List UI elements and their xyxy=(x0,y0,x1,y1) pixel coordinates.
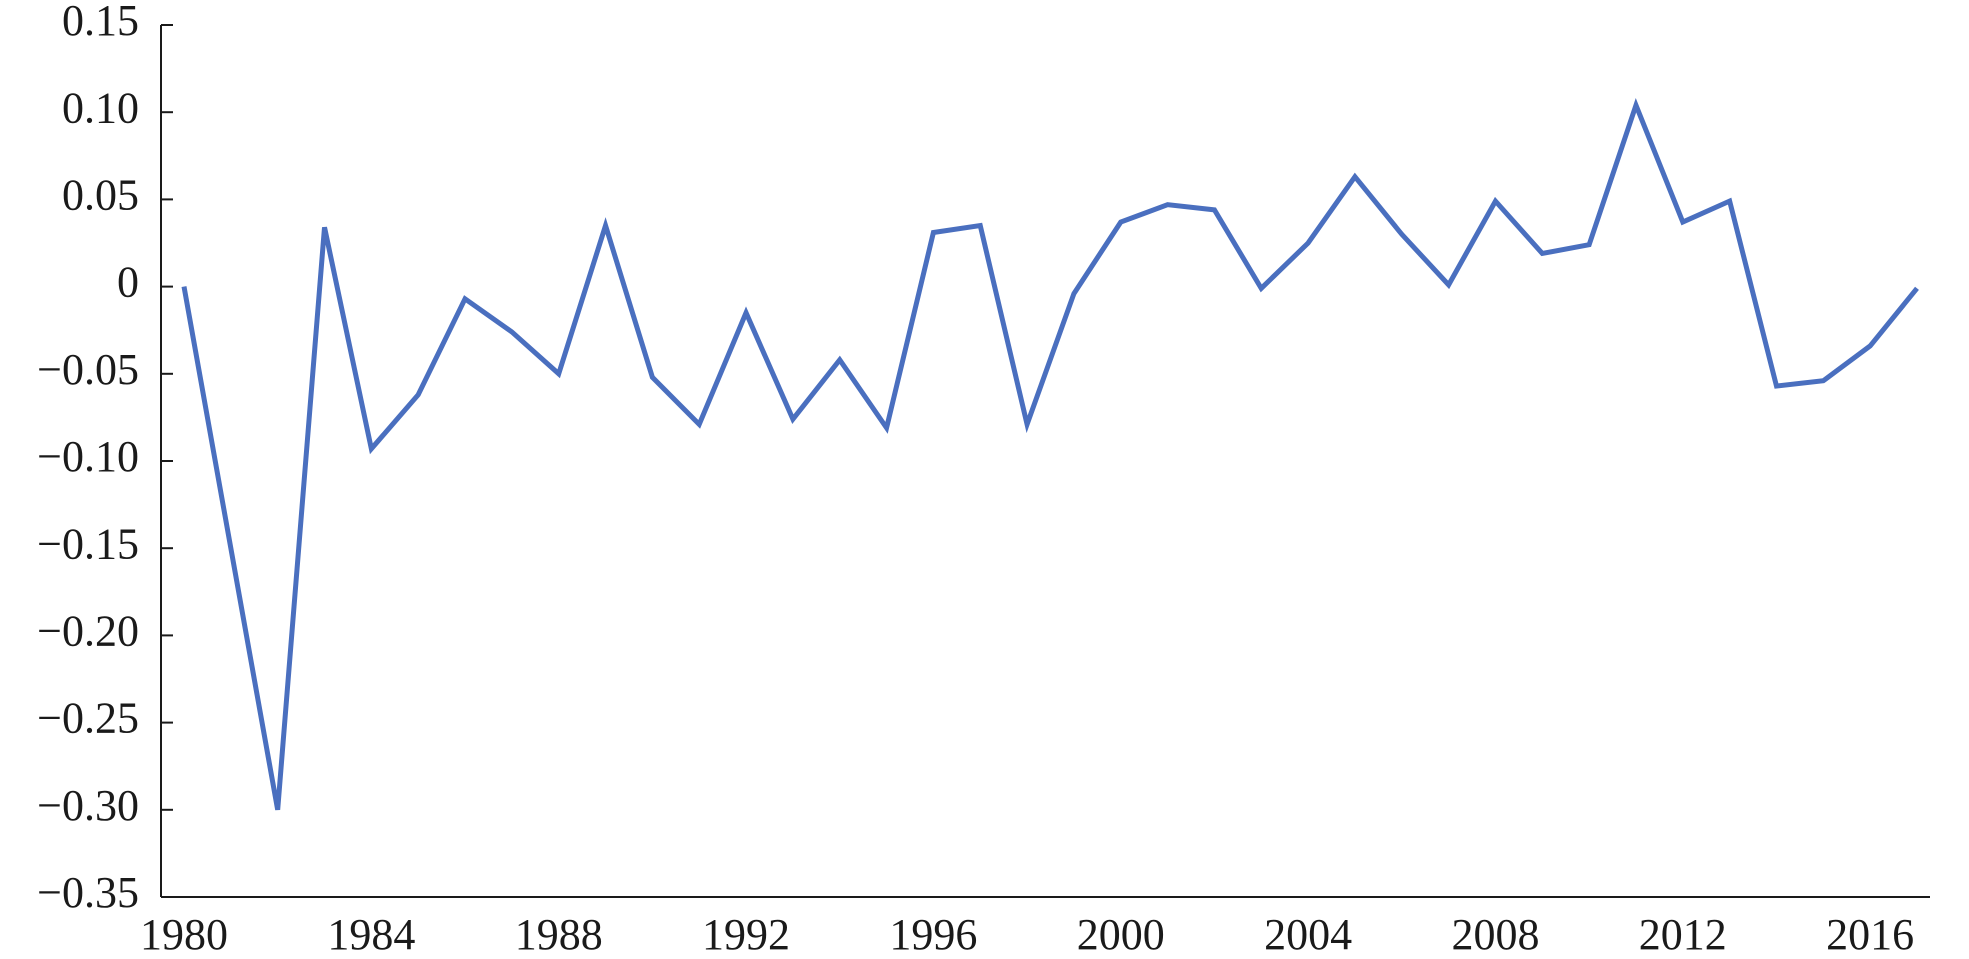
x-tick-label: 1992 xyxy=(702,910,790,959)
x-tick-label: 1980 xyxy=(140,910,228,959)
x-tick-label: 2008 xyxy=(1451,910,1539,959)
y-tick-label: 0.15 xyxy=(62,0,139,45)
y-tick-label: 0.05 xyxy=(62,170,139,219)
x-tick-label: 2012 xyxy=(1639,910,1727,959)
x-tick-label: 2000 xyxy=(1077,910,1165,959)
x-tick-label: 2004 xyxy=(1264,910,1352,959)
x-tick-label: 2016 xyxy=(1826,910,1914,959)
x-tick-label: 1984 xyxy=(327,910,415,959)
y-tick-label: −0.35 xyxy=(37,868,139,917)
x-tick-label: 1996 xyxy=(889,910,977,959)
y-tick-label: −0.30 xyxy=(37,781,139,830)
line xyxy=(181,97,1919,811)
y-tick-label: −0.05 xyxy=(37,345,139,394)
y-tick-label: −0.25 xyxy=(37,694,139,743)
y-tick-label: −0.10 xyxy=(37,432,139,481)
y-tick-label: −0.20 xyxy=(37,606,139,655)
y-tick-label: 0 xyxy=(117,258,139,307)
y-tick-label: 0.10 xyxy=(62,83,139,132)
y-tick-label: −0.15 xyxy=(37,519,139,568)
x-tick-label: 1988 xyxy=(515,910,603,959)
